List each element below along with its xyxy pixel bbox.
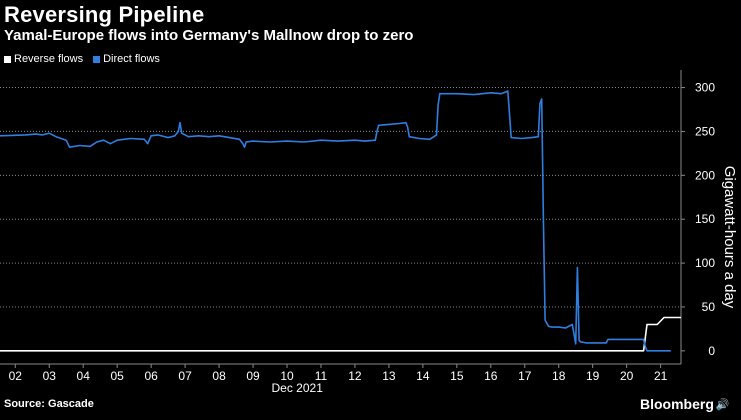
legend-label-reverse-flows: Reverse flows bbox=[14, 53, 84, 65]
x-tick-label-11: 11 bbox=[315, 369, 328, 383]
chart-subtitle: Yamal-Europe flows into Germany's Mallno… bbox=[4, 27, 414, 44]
chart-title: Reversing Pipeline bbox=[4, 2, 205, 27]
y-tick-label-50: 50 bbox=[702, 300, 716, 314]
legend-item-reverse-flows: Reverse flows bbox=[4, 53, 83, 65]
legend: Reverse flows Direct flows bbox=[4, 53, 160, 65]
speaker-icon[interactable]: 🔊 bbox=[715, 398, 730, 411]
y-axis-label: Gigawatt-hours a day bbox=[721, 166, 738, 309]
x-tick-label-10: 10 bbox=[280, 369, 294, 383]
x-tick-label-02: 02 bbox=[9, 369, 23, 383]
x-tick-label-13: 13 bbox=[382, 369, 396, 383]
bloomberg-logo: Bloomberg 🔊 bbox=[640, 396, 730, 412]
x-tick-label-08: 08 bbox=[212, 369, 226, 383]
x-tick-label-12: 12 bbox=[348, 369, 362, 383]
x-tick-label-03: 03 bbox=[43, 369, 57, 383]
y-tick-label-100: 100 bbox=[695, 256, 715, 270]
x-tick-label-06: 06 bbox=[144, 369, 158, 383]
x-axis-label: Dec 2021 bbox=[272, 381, 324, 395]
series-line-direct-flows bbox=[0, 90, 671, 352]
y-tick-label-250: 250 bbox=[695, 124, 715, 138]
x-tick-label-21: 21 bbox=[654, 369, 668, 383]
legend-swatch-direct-flows bbox=[93, 55, 101, 63]
legend-label-direct-flows: Direct flows bbox=[103, 53, 160, 65]
x-tick-label-09: 09 bbox=[246, 369, 260, 383]
x-tick-label-04: 04 bbox=[77, 369, 91, 383]
x-tick-label-18: 18 bbox=[552, 369, 566, 383]
x-tick-label-20: 20 bbox=[620, 369, 634, 383]
x-tick-label-15: 15 bbox=[450, 369, 464, 383]
x-tick-label-07: 07 bbox=[178, 369, 192, 383]
legend-swatch-reverse-flows bbox=[4, 55, 11, 63]
y-tick-label-200: 200 bbox=[695, 168, 715, 182]
x-tick-label-17: 17 bbox=[518, 369, 532, 383]
y-tick-label-300: 300 bbox=[695, 81, 715, 95]
brand-name: Bloomberg bbox=[640, 396, 714, 412]
y-tick-label-150: 150 bbox=[695, 212, 715, 226]
series-line-reverse-flows bbox=[0, 316, 681, 352]
legend-item-direct-flows: Direct flows bbox=[93, 53, 160, 65]
x-tick-label-16: 16 bbox=[484, 369, 498, 383]
source-note: Source: Gascade bbox=[4, 398, 94, 410]
x-tick-label-14: 14 bbox=[416, 369, 430, 383]
y-tick-label-0: 0 bbox=[708, 344, 715, 358]
x-tick-label-19: 19 bbox=[586, 369, 600, 383]
x-tick-label-05: 05 bbox=[110, 369, 124, 383]
